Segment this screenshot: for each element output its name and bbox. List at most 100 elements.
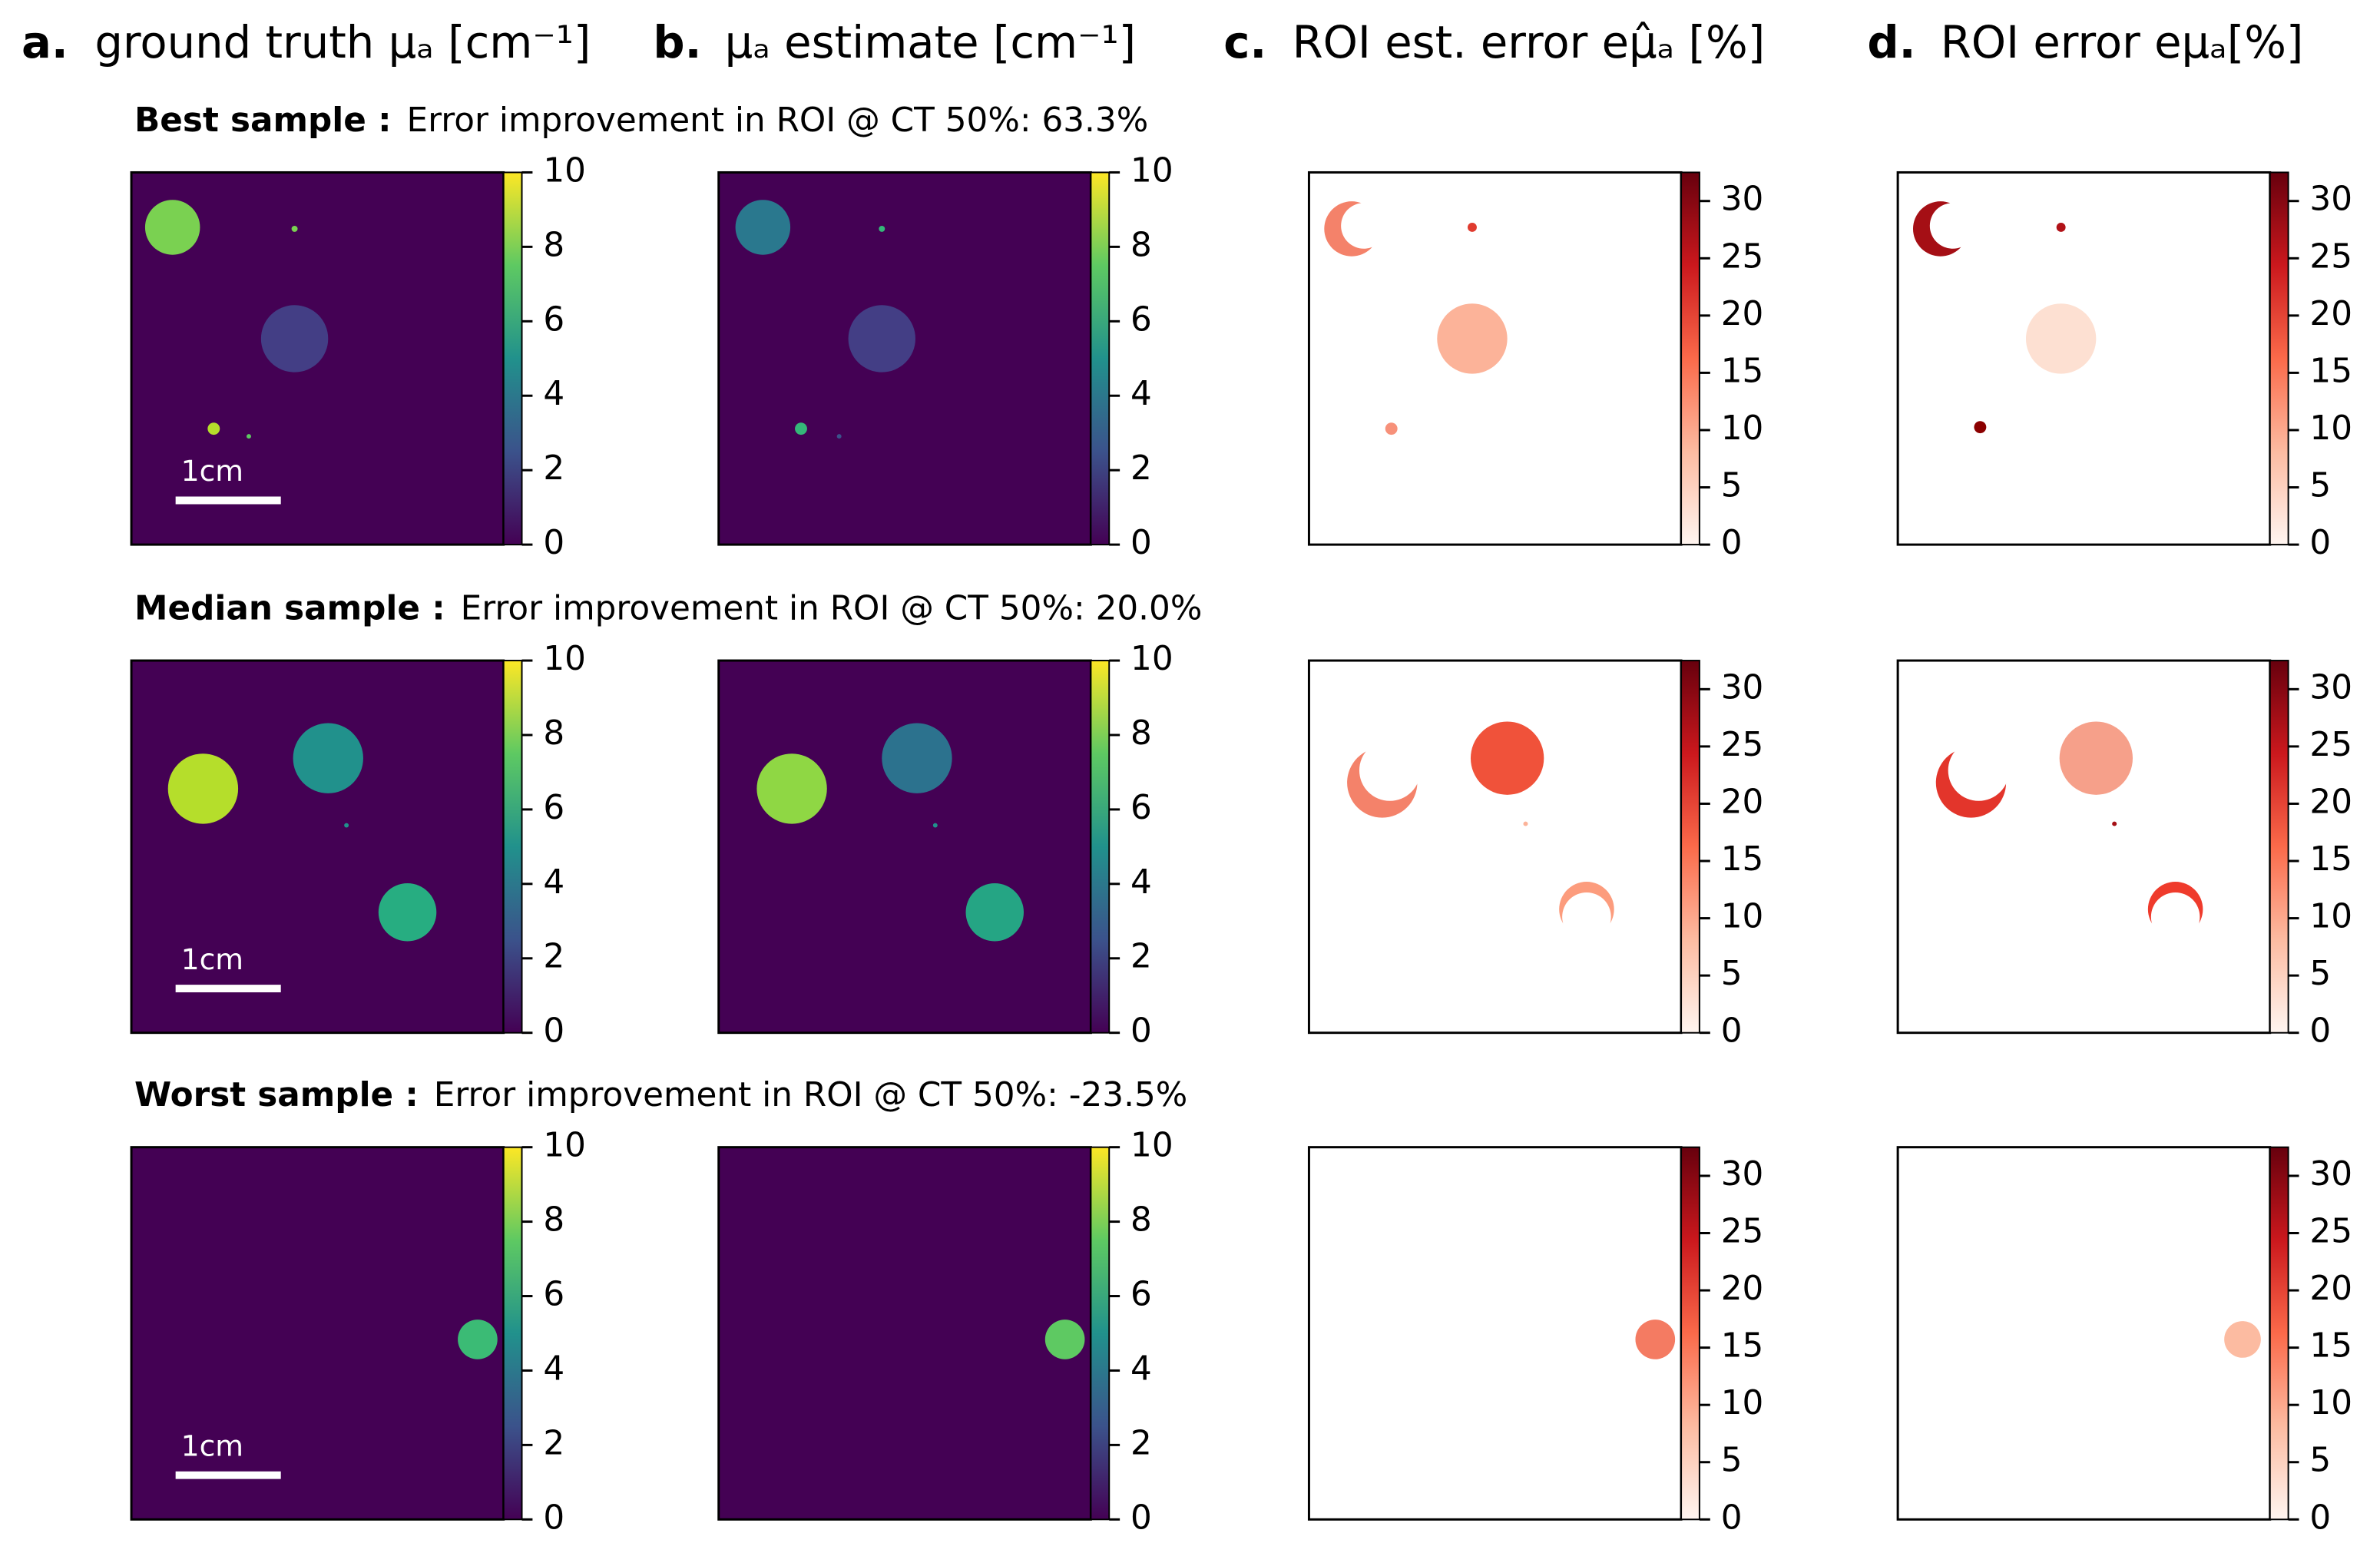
colorbar-tick-label: 20 [2309, 1269, 2352, 1308]
region [207, 422, 220, 435]
row-title: Worst sample : Error improvement in ROI @… [134, 1075, 1187, 1114]
region-cutout [1562, 892, 1611, 942]
region [293, 723, 363, 793]
region [1437, 303, 1508, 374]
image-panel [717, 659, 1092, 1035]
colorbar-tick-label: 2 [1130, 449, 1152, 488]
colorbar-tick-label: 2 [543, 449, 564, 488]
colorbar [1680, 660, 1700, 1034]
colorbar-tick-label: 20 [2309, 782, 2352, 821]
colorbar-tick-label: 5 [1721, 466, 1743, 505]
colorbar-tick-label: 2 [1130, 1423, 1152, 1462]
scale-bar-label: 1cm [181, 454, 243, 488]
colorbar-tick-label: 6 [543, 1275, 564, 1314]
colorbar-tick-label: 25 [2309, 725, 2352, 764]
colorbar-tick-label: 15 [2309, 351, 2352, 390]
colorbar [1090, 171, 1111, 546]
region [932, 823, 938, 828]
region [879, 225, 885, 232]
colorbar-tick-label: 0 [2309, 523, 2331, 562]
region-cutout [1359, 740, 1421, 801]
colorbar [1090, 1146, 1111, 1521]
region [378, 883, 437, 942]
colorbar-tick-label: 6 [1130, 788, 1152, 827]
panel-title: μₐ estimate [cm⁻¹] [725, 17, 1136, 68]
colorbar-tick-label: 0 [2309, 1012, 2331, 1051]
colorbar-tick-label: 15 [1721, 1326, 1764, 1366]
region [167, 753, 239, 824]
row-title: Median sample : Error improvement in ROI … [134, 588, 1202, 627]
colorbar-tick-label: 10 [543, 151, 586, 190]
region [2025, 303, 2097, 374]
colorbar-tick-label: 0 [543, 1498, 564, 1537]
colorbar-tick-label: 2 [543, 1423, 564, 1462]
colorbar [2269, 1146, 2289, 1521]
colorbar [2269, 660, 2289, 1034]
colorbar-tick-label: 6 [543, 300, 564, 339]
region [1635, 1320, 1676, 1359]
colorbar-tick-label: 4 [1130, 863, 1152, 902]
colorbar-tick-label: 10 [543, 639, 586, 678]
colorbar [502, 1146, 523, 1521]
colorbar-tick-label: 10 [1130, 151, 1173, 190]
row-text: Error improvement in ROI @ CT 50%: 20.0% [461, 588, 1203, 627]
colorbar-tick-label: 5 [1721, 1441, 1743, 1480]
colorbar-tick-label: 6 [543, 788, 564, 827]
colorbar-tick-label: 5 [2309, 954, 2331, 993]
region [2112, 821, 2117, 826]
colorbar-tick-label: 0 [1130, 523, 1152, 562]
region [144, 200, 200, 255]
colorbar-tick-label: 4 [543, 1349, 564, 1388]
colorbar-tick-label: 8 [543, 225, 564, 264]
colorbar-tick-label: 20 [2309, 294, 2352, 333]
colorbar-tick-label: 25 [1721, 1211, 1764, 1250]
colorbar-tick-label: 6 [1130, 300, 1152, 339]
image-panel [1307, 659, 1683, 1035]
colorbar-tick-label: 8 [1130, 225, 1152, 264]
colorbar [1680, 1146, 1700, 1521]
colorbar-tick-label: 25 [2309, 1211, 2352, 1250]
colorbar-tick-label: 10 [1721, 409, 1764, 448]
colorbar-tick-label: 8 [1130, 714, 1152, 753]
panel-letter: a. [22, 17, 68, 68]
region [2056, 222, 2066, 232]
colorbar-tick-label: 6 [1130, 1275, 1152, 1314]
region-cutout [1948, 740, 2010, 801]
panel-letter: c. [1223, 17, 1266, 68]
colorbar-tick-label: 10 [2309, 1383, 2352, 1422]
colorbar-tick-label: 20 [1721, 1269, 1764, 1308]
row-label: Median sample : [134, 588, 445, 627]
colorbar-tick-label: 0 [1721, 1012, 1743, 1051]
region [836, 434, 842, 439]
image-panel [1896, 1146, 2272, 1521]
colorbar-tick-label: 25 [1721, 237, 1764, 276]
colorbar-tick-label: 0 [1721, 523, 1743, 562]
image-panel [130, 659, 505, 1035]
colorbar-tick-label: 10 [2309, 409, 2352, 448]
colorbar-tick-label: 8 [543, 714, 564, 753]
colorbar-tick-label: 4 [1130, 1349, 1152, 1388]
region-cutout [2150, 892, 2200, 942]
region [260, 305, 329, 373]
colorbar-tick-label: 4 [1130, 374, 1152, 413]
colorbar [502, 660, 523, 1034]
colorbar-tick-label: 4 [543, 863, 564, 902]
panel-letter: d. [1867, 17, 1915, 68]
colorbar-tick-label: 30 [1721, 1154, 1764, 1194]
colorbar-tick-label: 5 [2309, 1441, 2331, 1480]
colorbar-tick-label: 10 [1721, 897, 1764, 936]
row-label: Best sample : [134, 101, 392, 140]
region [1470, 721, 1544, 795]
region [965, 883, 1024, 942]
colorbar-tick-label: 15 [2309, 839, 2352, 879]
region [1523, 821, 1528, 826]
colorbar-tick-label: 30 [1721, 667, 1764, 707]
colorbar-tick-label: 10 [1130, 639, 1173, 678]
colorbar-tick-label: 8 [543, 1200, 564, 1240]
colorbar [1090, 660, 1111, 1034]
region-cutout [1929, 203, 1976, 249]
colorbar-tick-label: 4 [543, 374, 564, 413]
image-panel [717, 1146, 1092, 1521]
colorbar-tick-label: 0 [1721, 1498, 1743, 1537]
